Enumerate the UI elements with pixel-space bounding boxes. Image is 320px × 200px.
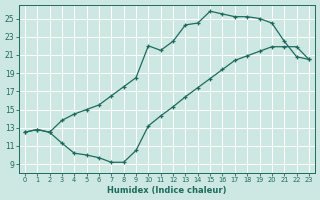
X-axis label: Humidex (Indice chaleur): Humidex (Indice chaleur) (107, 186, 227, 195)
